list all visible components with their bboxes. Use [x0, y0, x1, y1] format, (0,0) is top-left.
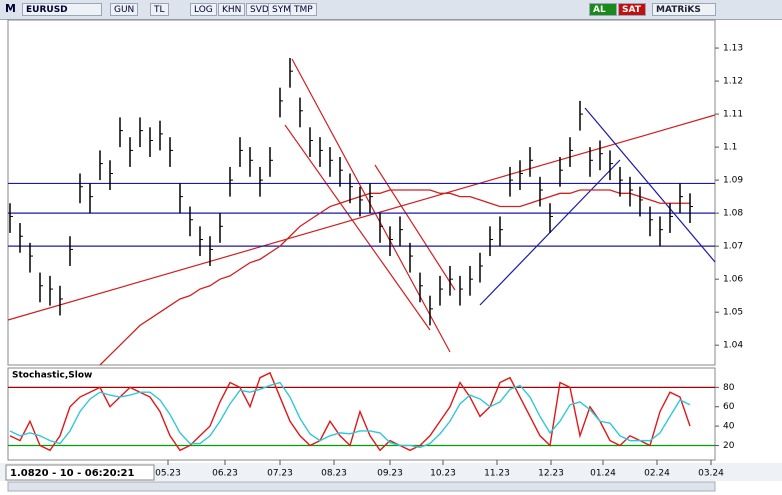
y-tick-label: 1.07 — [723, 242, 743, 252]
trend-line — [374, 164, 456, 291]
y-tick-label: 1.09 — [723, 176, 743, 186]
chart: 1.0820 - 10 - 06:20:21 Stochastic,Slow 1… — [0, 19, 782, 492]
time-axis — [0, 463, 782, 481]
toolbar-button[interactable]: TL — [150, 3, 169, 16]
x-tick-label: 02.24 — [644, 469, 670, 479]
y-tick-label: 1.12 — [723, 77, 743, 87]
y-tick-label: 1.04 — [723, 341, 743, 351]
trend-line — [291, 58, 451, 353]
stoch-line — [9, 371, 691, 452]
x-tick-label: 10.23 — [430, 469, 456, 479]
x-tick-label: 08.23 — [321, 469, 347, 479]
x-tick-label: 11.23 — [484, 469, 510, 479]
y-tick-label: 20 — [723, 441, 735, 451]
toolbar-button[interactable]: TMP — [290, 3, 317, 16]
toolbar-button[interactable]: M — [5, 2, 16, 15]
status-box — [5, 464, 155, 481]
x-tick-label: 12.23 — [538, 469, 564, 479]
status: 1.0820 - 10 - 06:20:21 — [10, 468, 135, 479]
x-tick-label: 09.23 — [377, 469, 403, 479]
trend-line — [284, 124, 431, 331]
y-tick-label: 40 — [723, 422, 735, 432]
moving-average — [99, 189, 690, 366]
toolbar-button[interactable]: MATRiKS — [652, 3, 716, 16]
y-tick-label: 1.06 — [723, 275, 743, 285]
y-tick-label: 1.11 — [723, 110, 743, 120]
stoch-line — [9, 381, 691, 449]
y-tick-label: 1.05 — [723, 308, 743, 318]
trend-line — [584, 107, 716, 263]
x-tick-label: 05.23 — [155, 469, 181, 479]
y-tick-label: 1.08 — [723, 209, 743, 219]
x-tick-label: 01.24 — [590, 469, 616, 479]
toolbar: M EURUSD GUN TL LOG KHN SVD SYM TMP AL SAT MATRiKS — [0, 0, 782, 20]
toolbar-button[interactable]: KHN — [218, 3, 246, 16]
toolbar-button[interactable]: LOG — [190, 3, 217, 16]
toolbar-button[interactable]: GUN — [110, 3, 139, 16]
indicator-title: Stochastic,Slow — [12, 371, 92, 381]
toolbar-button[interactable]: SAT — [618, 3, 646, 16]
y-tick-label: 80 — [723, 383, 735, 393]
price-panel — [7, 19, 716, 366]
y-tick-label: 1.1 — [723, 143, 737, 153]
x-tick-label: 07.23 — [267, 469, 293, 479]
x-tick-label: 06.23 — [212, 469, 238, 479]
toolbar-button[interactable]: EURUSD — [22, 3, 102, 16]
toolbar-button[interactable]: AL — [589, 3, 617, 16]
x-tick-label: 03.24 — [698, 469, 724, 479]
y-tick-label: 60 — [723, 402, 735, 412]
trend-line — [7, 114, 716, 321]
trend-lines — [7, 58, 716, 353]
scrollbar[interactable] — [7, 481, 716, 492]
y-tick-label: 1.13 — [723, 44, 743, 54]
